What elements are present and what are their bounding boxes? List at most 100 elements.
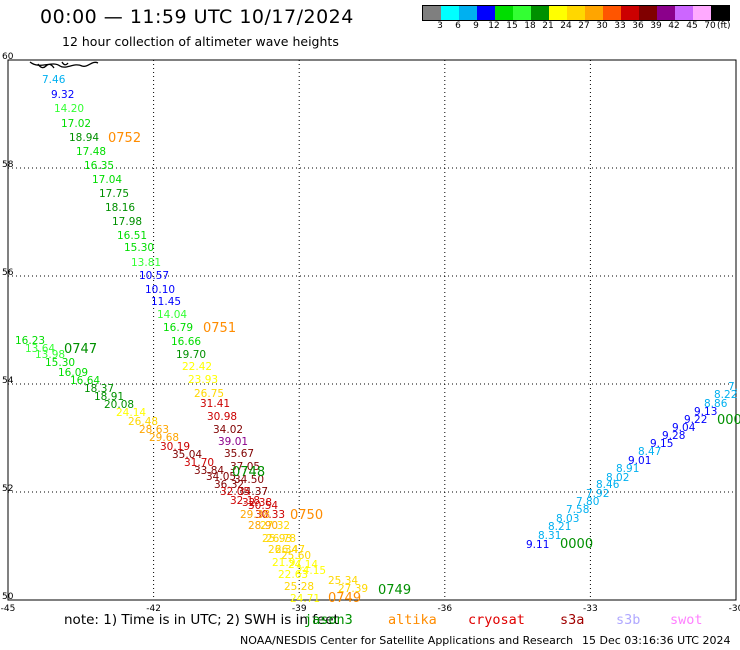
orbit-id-label: 0752 (108, 131, 141, 146)
colorbar-label: 27 (578, 21, 590, 31)
wave-height-value: 10.10 (145, 284, 175, 296)
colorbar-swatch (585, 6, 603, 20)
wave-height-value: 11.45 (151, 296, 181, 308)
wave-height-value: 9.11 (526, 539, 549, 551)
wave-height-value: 37.05 (230, 461, 260, 473)
y-tick-label: 50 (2, 592, 14, 602)
colorbar-label: 3 (437, 21, 443, 31)
colorbar-swatch (567, 6, 585, 20)
wave-height-value: 8.31 (538, 530, 561, 542)
wave-height-value: 24.14 (116, 407, 146, 419)
x-tick-label: -30 (729, 604, 740, 614)
colorbar-label: 24 (560, 21, 572, 31)
wave-height-value: 9.04 (672, 422, 696, 434)
wave-height-value: 16.66 (171, 336, 201, 348)
wave-height-value: 22.63 (278, 569, 308, 581)
wave-height-value: 32.18 (230, 495, 260, 507)
colorbar-swatch (675, 6, 693, 20)
wave-height-value: 22.42 (182, 361, 212, 373)
wave-height-value: 13.64 (25, 343, 55, 355)
colorbar-swatch (693, 6, 711, 20)
wave-height-value: 15.30 (45, 357, 75, 369)
colorbar-legend (422, 5, 730, 21)
wave-height-value: 17.75 (99, 188, 129, 200)
wave-height-value: 9.01 (628, 455, 651, 467)
wave-height-value: 26.48 (128, 416, 158, 428)
wave-height-value: 18.37 (84, 383, 114, 395)
wave-height-value: 39.01 (218, 436, 248, 448)
wave-height-value: 8.91 (616, 463, 639, 475)
wave-height-value: 8.22 (714, 389, 737, 401)
legend-swot: swot (670, 612, 703, 628)
colorbar-swatch (477, 6, 495, 20)
wave-height-value: 14.20 (54, 103, 84, 115)
colorbar-label: 30 (596, 21, 608, 31)
colorbar-label: 9 (473, 21, 479, 31)
wave-height-value: 9.22 (684, 414, 707, 426)
wave-height-value: 25.34 (328, 575, 358, 587)
y-tick-label: 52 (2, 484, 13, 494)
colorbar-label: 70 (704, 21, 716, 31)
colorbar-swatch (639, 6, 657, 20)
wave-height-value: 26.78 (266, 533, 296, 545)
wave-height-value: 18.94 (69, 132, 99, 144)
wave-height-value: 14.04 (157, 309, 187, 321)
wave-height-value: 9.32 (51, 89, 74, 101)
colorbar-label: 21 (542, 21, 554, 31)
wave-height-value: 26.47 (275, 544, 305, 556)
wave-height-value: 8.21 (548, 521, 571, 533)
wave-height-value: 24.14 (288, 559, 318, 571)
wave-height-value: 32.05 (220, 486, 250, 498)
orbit-id-label: 0747 (64, 342, 97, 357)
wave-height-value: 36.32 (214, 479, 244, 491)
wave-height-value: 26.34 (268, 544, 298, 556)
colorbar-swatch (657, 6, 675, 20)
wave-height-value: 17.48 (76, 146, 106, 158)
legend-altika: altika (388, 612, 437, 628)
wave-height-value: 34.02 (213, 424, 243, 436)
wave-height-value: 35.04 (172, 449, 202, 461)
wave-height-value: 18.16 (105, 202, 135, 214)
legend-s3b: s3b (616, 612, 641, 628)
colorbar-label: 39 (650, 21, 662, 31)
legend-cryosat: cryosat (468, 612, 525, 628)
wave-height-value: 30.54 (248, 500, 278, 512)
wave-height-value: 16.35 (84, 160, 114, 172)
generated-timestamp: 15 Dec 03:16:36 UTC 2024 (582, 634, 731, 647)
wave-height-value: 9.15 (650, 438, 673, 450)
orbit-id-label: 0000 (560, 537, 593, 552)
wave-height-value: 7.80 (576, 496, 599, 508)
colorbar-swatch (549, 6, 567, 20)
orbit-id-label: 0750 (290, 508, 323, 523)
y-tick-label: 58 (2, 160, 14, 170)
orbit-id-label: 0751 (203, 321, 236, 336)
wave-height-value: 15.30 (124, 242, 154, 254)
colorbar-label: 12 (488, 21, 500, 31)
wave-height-value: 31.70 (184, 457, 214, 469)
wave-height-value: 8.47 (638, 446, 661, 458)
wave-height-value: 32.38 (242, 497, 272, 509)
footer-note: note: 1) Time is in UTC; 2) SWH is in fe… (64, 612, 339, 628)
wave-height-value: 24.15 (296, 565, 326, 577)
wave-height-value: 27.32 (260, 520, 290, 532)
colorbar-swatch (711, 6, 729, 20)
wave-height-value: 29.68 (149, 432, 179, 444)
wave-height-value: 16.51 (117, 230, 147, 242)
wave-height-value: 33.84 (194, 465, 224, 477)
page-title: 00:00 — 11:59 UTC 10/17/2024 (40, 6, 354, 28)
wave-height-value: 9.28 (662, 430, 685, 442)
wave-height-value: 8.86 (704, 398, 728, 410)
wave-height-value: 8.02 (606, 472, 629, 484)
colorbar-label: 6 (455, 21, 461, 31)
wave-height-value: 24.71 (290, 593, 320, 605)
wave-height-value: 35.67 (224, 448, 254, 460)
wave-height-value: 28.90 (248, 520, 278, 532)
wave-height-value: 18.91 (94, 391, 124, 403)
wave-height-value: 7.92 (586, 488, 609, 500)
orbit-id-label: 0749 (378, 583, 411, 598)
colorbar-label: 36 (632, 21, 644, 31)
colorbar-swatch (495, 6, 513, 20)
colorbar-swatch (621, 6, 639, 20)
wave-height-value: 25.60 (281, 550, 311, 562)
